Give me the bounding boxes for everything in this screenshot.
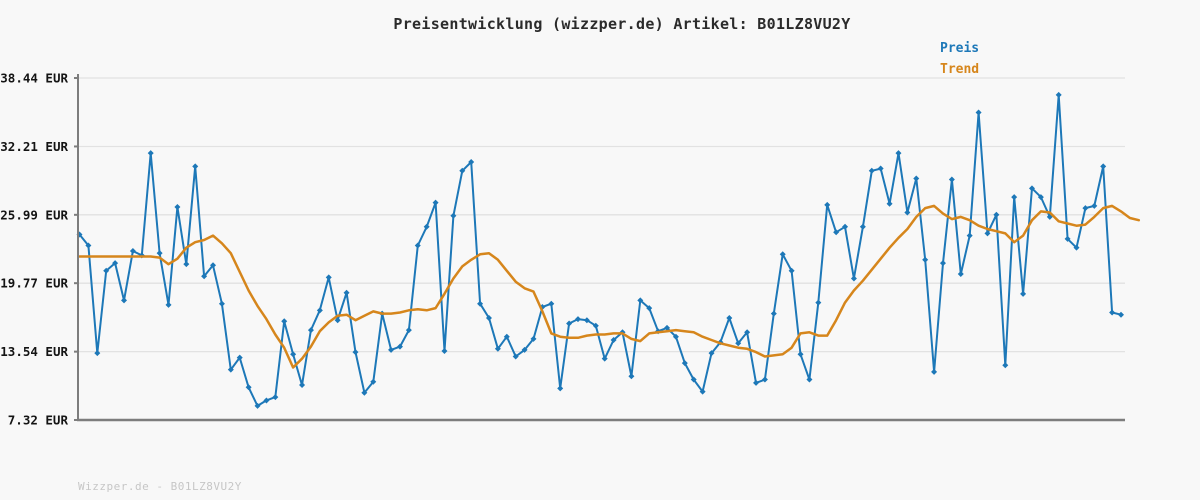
series-line-trend bbox=[78, 204, 1141, 369]
legend-label-preis: Preis bbox=[940, 41, 980, 56]
footer-watermark: Wizzper.de - B01LZ8VU2Y bbox=[78, 480, 242, 493]
chart-legend: Preis Trend bbox=[940, 38, 979, 80]
chart-title: Preisentwicklung (wizzper.de) Artikel: B… bbox=[393, 15, 851, 33]
y-tick-label: 13.54 EUR bbox=[0, 344, 68, 359]
y-tick-label: 38.44 EUR bbox=[0, 71, 68, 86]
legend-label-trend: Trend bbox=[940, 62, 980, 77]
legend-item-preis: Preis bbox=[940, 38, 979, 59]
legend-item-trend: Trend bbox=[940, 59, 979, 80]
y-tick-label: 32.21 EUR bbox=[0, 139, 68, 154]
y-tick-label: 19.77 EUR bbox=[0, 276, 68, 291]
y-tick-label: 25.99 EUR bbox=[0, 207, 68, 222]
series-line-preis bbox=[78, 93, 1122, 407]
y-tick-label: 7.32 EUR bbox=[8, 413, 69, 428]
